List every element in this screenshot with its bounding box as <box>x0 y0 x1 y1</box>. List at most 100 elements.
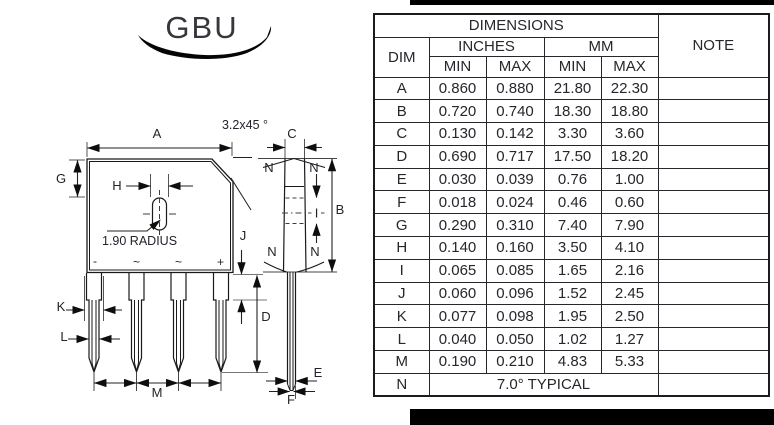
table-title: DIMENSIONS <box>373 13 659 38</box>
table-cell: 0.310 <box>485 213 545 238</box>
table-cell: 1.52 <box>543 281 602 306</box>
dim-label-n: N <box>264 160 273 175</box>
table-cell <box>657 327 770 352</box>
dim-k: K <box>57 276 122 321</box>
table-row: E 0.030 0.039 0.76 1.00 <box>373 167 770 192</box>
table-cell: 0.024 <box>485 190 545 215</box>
table-cell: 22.30 <box>600 76 659 101</box>
table-cell: 0.60 <box>600 190 659 215</box>
table-row-n: N 7.0° TYPICAL <box>373 372 770 397</box>
dim-label-g: G <box>56 171 66 186</box>
table-cell: 2.45 <box>600 281 659 306</box>
max-column-header: MAX <box>485 55 545 78</box>
dim-j: J <box>233 228 267 324</box>
hole-centerlines <box>143 190 176 238</box>
table-cell <box>657 236 770 260</box>
table-cell: 0.860 <box>428 76 487 101</box>
table-cell: 0.160 <box>485 236 545 260</box>
table-cell: 0.210 <box>485 350 545 374</box>
polarity-plus: + <box>217 255 224 269</box>
dim-f: F <box>269 385 315 407</box>
dim-label-n: N <box>310 244 319 259</box>
dim-label-m: M <box>152 385 163 400</box>
table-cell: G <box>373 213 430 238</box>
side-view <box>258 158 337 391</box>
table-row: L 0.040 0.050 1.02 1.27 <box>373 327 770 352</box>
table-cell <box>657 144 770 169</box>
table-cell: 1.00 <box>600 167 659 192</box>
table-cell: 7.90 <box>600 213 659 238</box>
dim-column-header: DIM <box>373 36 430 78</box>
dim-m: M <box>93 372 222 400</box>
table-cell: 17.50 <box>543 144 602 169</box>
table-header-row: DIMENSIONS NOTE <box>373 13 770 78</box>
table-row: G 0.290 0.310 7.40 7.90 <box>373 213 770 238</box>
table-cell: 0.142 <box>485 122 545 146</box>
table-cell <box>657 167 770 192</box>
table-cell: 7.40 <box>543 213 602 238</box>
table-cell: B <box>373 99 430 124</box>
table-cell: F <box>373 190 430 215</box>
table-cell-n-value: 7.0° TYPICAL <box>428 372 659 397</box>
table-cell: 21.80 <box>543 76 602 101</box>
table-cell: 0.140 <box>428 236 487 260</box>
dim-label-h: H <box>112 178 121 193</box>
min-column-header: MIN <box>428 55 487 78</box>
table-cell <box>657 350 770 374</box>
table-cell: 0.740 <box>485 99 545 124</box>
radius-note: 1.90 RADIUS <box>102 234 177 248</box>
table-cell: 0.050 <box>485 327 545 352</box>
table-cell: J <box>373 281 430 306</box>
table-row: H 0.140 0.160 3.50 4.10 <box>373 236 770 260</box>
table-cell: 0.060 <box>428 281 487 306</box>
table-cell: 0.717 <box>485 144 545 169</box>
table-cell: 0.76 <box>543 167 602 192</box>
table-row: D 0.690 0.717 17.50 18.20 <box>373 144 770 169</box>
table-row: A 0.860 0.880 21.80 22.30 <box>373 76 770 101</box>
dim-g: G <box>56 159 85 198</box>
front-leads <box>85 273 230 373</box>
table-cell: 3.50 <box>543 236 602 260</box>
table-cell <box>657 190 770 215</box>
dimensions-table: DIMENSIONS NOTE DIM INCHES MM MIN MAX MI… <box>373 13 771 398</box>
table-cell: 0.190 <box>428 350 487 374</box>
table-cell: 3.30 <box>543 122 602 146</box>
table-row: B 0.720 0.740 18.30 18.80 <box>373 99 770 124</box>
dim-label-c: C <box>287 126 296 141</box>
table-cell: L <box>373 327 430 352</box>
table-row: C 0.130 0.142 3.30 3.60 <box>373 122 770 146</box>
table-cell: 0.077 <box>428 304 487 329</box>
table-header-row: DIM INCHES MM <box>373 36 769 78</box>
table-cell <box>657 213 770 238</box>
table-cell: 4.10 <box>600 236 659 260</box>
table-cell: E <box>373 167 430 192</box>
dim-label-n: N <box>267 244 276 259</box>
table-cell: 0.290 <box>428 213 487 238</box>
dim-h: H <box>112 174 193 197</box>
table-cell: 1.95 <box>543 304 602 329</box>
scan-artifact-bar-top <box>410 0 774 5</box>
table-cell: 0.130 <box>428 122 487 146</box>
table-row: K 0.077 0.098 1.95 2.50 <box>373 304 770 329</box>
dim-label-f: F <box>287 392 295 407</box>
dim-label-i: I <box>315 206 319 221</box>
table-cell: 0.065 <box>428 258 487 283</box>
table-cell: 18.30 <box>543 99 602 124</box>
table-cell: 0.720 <box>428 99 487 124</box>
table-cell: K <box>373 304 430 329</box>
table-cell: 5.33 <box>600 350 659 374</box>
dim-a: A <box>86 126 233 157</box>
dim-label-d: D <box>261 309 270 324</box>
polarity-minus: - <box>93 254 97 268</box>
table-row: J 0.060 0.096 1.52 2.45 <box>373 281 770 306</box>
table-cell: 1.65 <box>543 258 602 283</box>
table-cell: 4.83 <box>543 350 602 374</box>
polarity-ac2: ~ <box>175 255 182 269</box>
table-cell: M <box>373 350 430 374</box>
table-cell: 2.50 <box>600 304 659 329</box>
dim-label-j: J <box>240 228 247 243</box>
table-cell: 0.690 <box>428 144 487 169</box>
table-cell: 0.030 <box>428 167 487 192</box>
